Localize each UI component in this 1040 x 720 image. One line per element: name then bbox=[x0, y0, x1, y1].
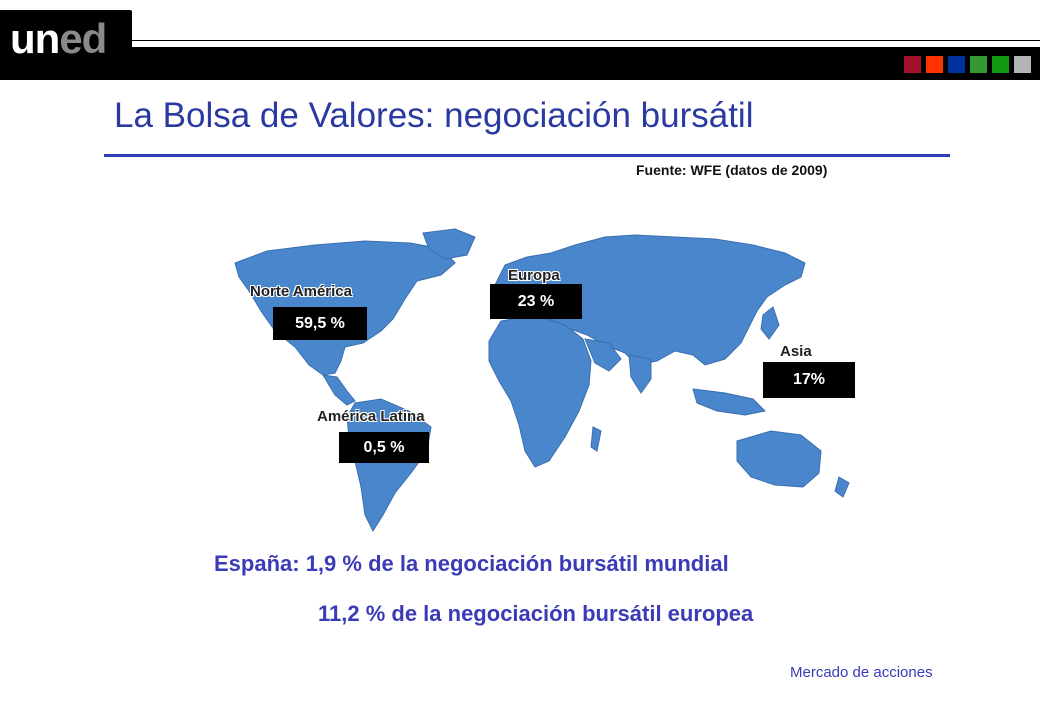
source-note: Fuente: WFE (datos de 2009) bbox=[636, 162, 828, 178]
pct-box-america-latina: 0,5 % bbox=[339, 432, 429, 463]
color-square bbox=[1014, 56, 1031, 73]
australia-landmass bbox=[736, 430, 822, 488]
world-map bbox=[234, 228, 850, 533]
region-label-norte-america: Norte América bbox=[250, 283, 352, 300]
africa-landmass bbox=[488, 314, 592, 468]
central-america bbox=[322, 374, 356, 406]
region-label-america-latina: América Latina bbox=[317, 408, 425, 425]
slide-title: La Bolsa de Valores: negociación bursáti… bbox=[114, 96, 754, 135]
japan bbox=[760, 306, 780, 340]
new-zealand bbox=[834, 476, 850, 498]
color-squares bbox=[904, 56, 1031, 73]
logo-text-un: un bbox=[10, 15, 60, 62]
greenland bbox=[422, 228, 476, 260]
pct-box-norte-america: 59,5 % bbox=[273, 307, 367, 340]
color-square bbox=[992, 56, 1009, 73]
eurasia-landmass bbox=[494, 234, 806, 366]
pct-box-europa: 23 % bbox=[490, 284, 582, 319]
color-square bbox=[970, 56, 987, 73]
india bbox=[628, 354, 652, 394]
color-square bbox=[926, 56, 943, 73]
stat-spain-europe: 11,2 % de la negociación bursátil europe… bbox=[318, 601, 754, 626]
arabia bbox=[584, 338, 622, 372]
logo-text-ed: ed bbox=[59, 15, 107, 62]
uned-logo: uned bbox=[0, 10, 132, 80]
footer-caption: Mercado de acciones bbox=[790, 664, 933, 681]
header-rule bbox=[120, 40, 1040, 41]
region-label-asia: Asia bbox=[780, 343, 812, 360]
region-label-europa: Europa bbox=[508, 267, 560, 284]
stat-spain-world: España: 1,9 % de la negociación bursátil… bbox=[214, 551, 729, 576]
southeast-asia-islands bbox=[692, 388, 767, 416]
title-underline bbox=[104, 154, 950, 157]
madagascar bbox=[590, 426, 602, 452]
pct-box-asia: 17% bbox=[763, 362, 855, 398]
color-square bbox=[904, 56, 921, 73]
header-bar bbox=[0, 47, 1040, 80]
color-square bbox=[948, 56, 965, 73]
